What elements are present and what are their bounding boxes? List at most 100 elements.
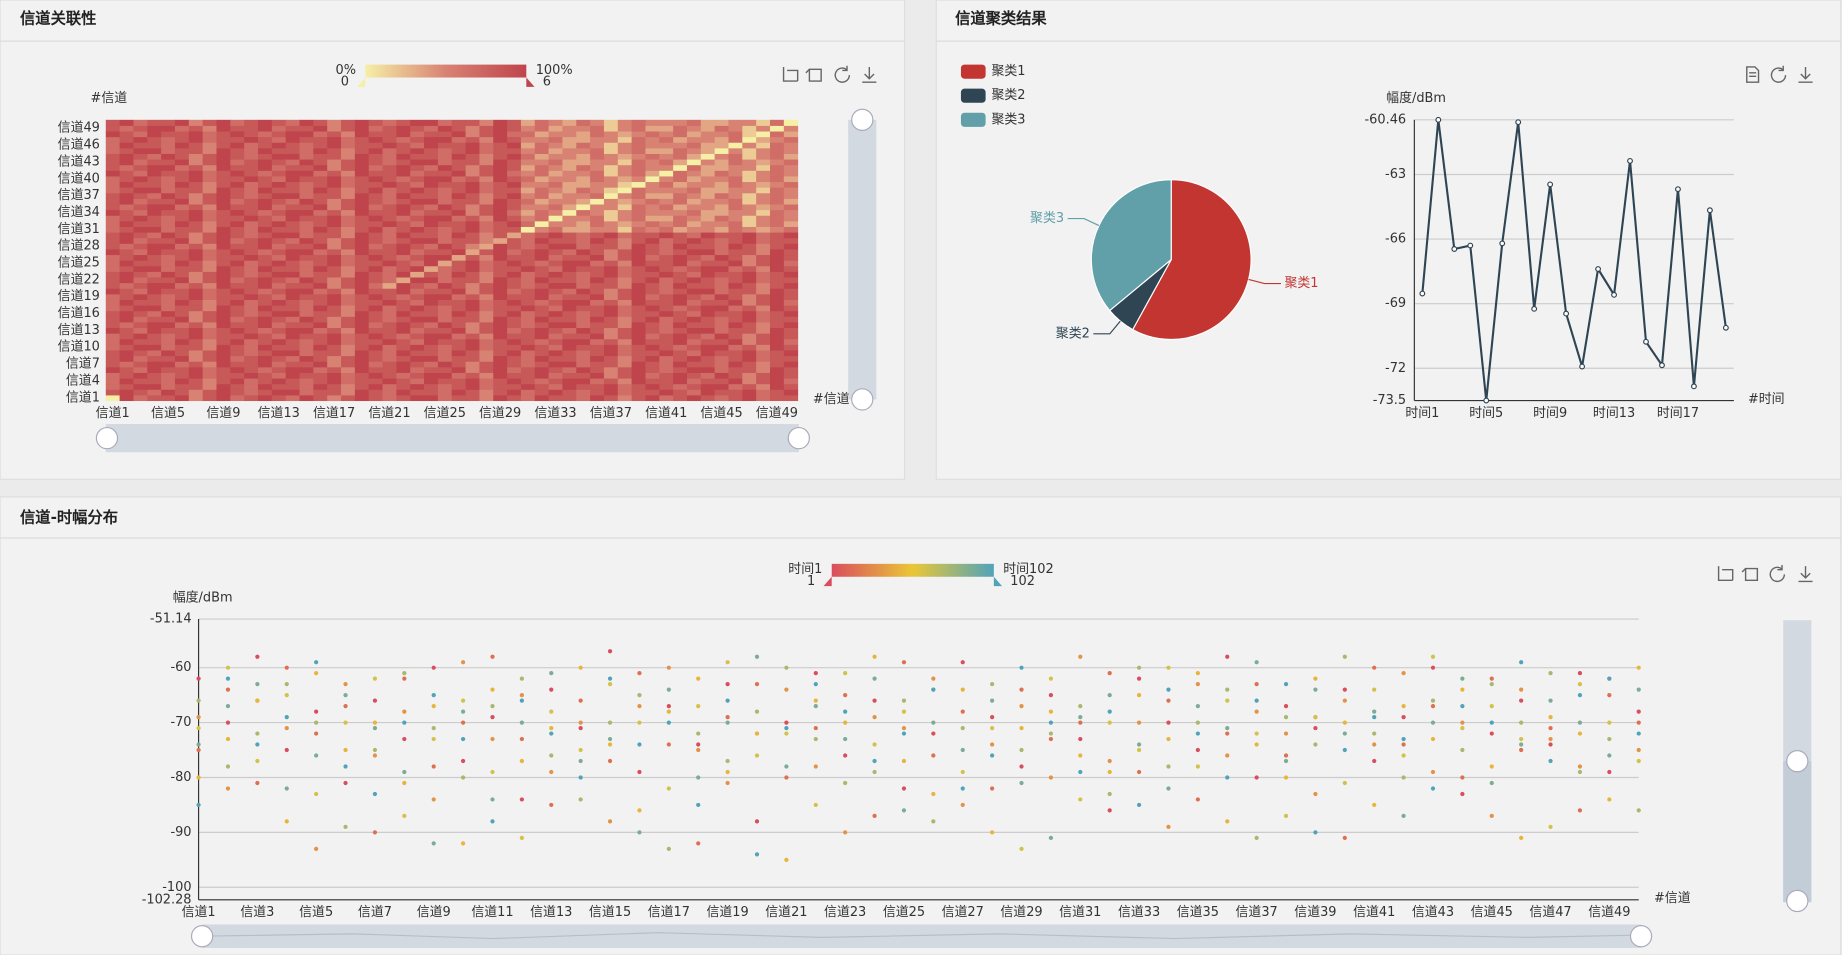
download-icon[interactable]	[862, 66, 877, 83]
heat-cell	[728, 389, 743, 396]
heat-cell	[188, 394, 204, 402]
heat-cell	[631, 288, 646, 295]
zoom-reset-icon[interactable]	[805, 68, 822, 82]
heat-cell	[188, 389, 204, 396]
heat-cell	[244, 310, 259, 317]
heat-cell	[756, 209, 771, 216]
point	[578, 758, 583, 764]
heat-cell	[382, 316, 397, 323]
heat-cell	[244, 254, 259, 261]
slider-handle[interactable]	[851, 388, 874, 411]
heat-cell	[700, 237, 716, 244]
heat-cell	[161, 125, 176, 132]
heat-cell	[161, 344, 176, 351]
refresh-icon[interactable]	[834, 65, 851, 83]
heat-cell	[493, 147, 508, 154]
heat-cell	[562, 389, 577, 396]
heat-cell	[174, 350, 190, 357]
heat-cell	[410, 366, 425, 373]
refresh-icon[interactable]	[1769, 565, 1786, 583]
zoom-slider[interactable]	[95, 424, 810, 453]
data-view-icon[interactable]	[1746, 66, 1760, 83]
heat-cell	[285, 142, 300, 149]
heat-cell	[590, 248, 605, 256]
heat-cell	[631, 265, 646, 272]
zoom-reset-icon[interactable]	[1741, 567, 1759, 581]
heat-cell	[659, 293, 674, 300]
heat-cell	[548, 378, 563, 385]
heat-cell	[756, 350, 771, 357]
heat-cell	[285, 226, 300, 233]
slider-handle[interactable]	[1629, 925, 1653, 948]
heat-cell	[174, 327, 190, 334]
point	[725, 682, 730, 687]
heat-cell	[465, 355, 480, 362]
heat-cell	[576, 248, 591, 256]
heat-cell	[202, 271, 217, 278]
point	[1519, 660, 1524, 665]
heat-cell	[493, 232, 508, 239]
point	[1048, 731, 1054, 736]
heat-cell	[631, 243, 646, 250]
heat-cell	[783, 147, 799, 154]
heat-cell	[188, 372, 204, 379]
zoom-slider[interactable]	[848, 108, 877, 411]
heat-cell	[327, 299, 342, 306]
heat-cell	[244, 355, 259, 362]
heat-cell	[520, 366, 536, 373]
heat-cell	[534, 389, 550, 396]
heat-cell	[354, 394, 370, 402]
point	[343, 703, 348, 709]
heat-cell	[285, 209, 300, 216]
heat-cell	[673, 372, 688, 379]
slider-handle[interactable]	[1786, 750, 1809, 773]
heat-cell	[451, 254, 467, 261]
heat-cell	[216, 153, 231, 160]
heat-cell	[299, 394, 314, 402]
slider-handle[interactable]	[787, 426, 810, 450]
heat-cell	[230, 361, 245, 368]
point	[1166, 665, 1171, 670]
zoom-icon[interactable]	[1717, 566, 1734, 581]
download-icon[interactable]	[1798, 66, 1813, 83]
heat-cell	[147, 361, 162, 368]
point	[431, 736, 436, 742]
slider-track	[202, 924, 1642, 948]
heat-cell	[299, 243, 314, 250]
zoom-slider[interactable]	[1783, 620, 1812, 913]
zoom-icon[interactable]	[782, 66, 799, 82]
download-icon[interactable]	[1798, 566, 1813, 583]
slider-handle[interactable]	[190, 925, 214, 948]
point	[872, 769, 877, 775]
point	[519, 797, 524, 802]
heat-cell	[686, 260, 702, 267]
point	[725, 698, 730, 703]
heat-cell	[451, 243, 467, 250]
slider-handle[interactable]	[1786, 889, 1809, 913]
heat-cell	[230, 288, 245, 295]
heat-cell	[769, 136, 785, 143]
heat-cell	[576, 153, 591, 160]
heat-cell	[659, 198, 674, 205]
slider-handle[interactable]	[95, 426, 119, 450]
heat-cell	[714, 131, 729, 138]
point	[637, 703, 642, 709]
heat-cell	[769, 220, 785, 227]
heat-cell	[645, 350, 660, 357]
heat-cell	[465, 316, 480, 323]
heat-cell	[410, 316, 425, 323]
zoom-slider[interactable]	[190, 924, 1653, 948]
heat-cell	[590, 361, 605, 368]
heat-cell	[244, 136, 259, 143]
slider-handle[interactable]	[851, 108, 874, 131]
heat-cell	[617, 220, 633, 227]
refresh-icon[interactable]	[1770, 65, 1787, 83]
heat-cell	[161, 282, 176, 289]
point	[1019, 725, 1024, 731]
heat-cell	[576, 355, 591, 362]
heat-cell	[161, 316, 176, 323]
heat-cell	[548, 316, 563, 323]
heat-cell	[520, 344, 536, 351]
heat-cell	[700, 232, 716, 239]
heat-cell	[161, 366, 176, 373]
